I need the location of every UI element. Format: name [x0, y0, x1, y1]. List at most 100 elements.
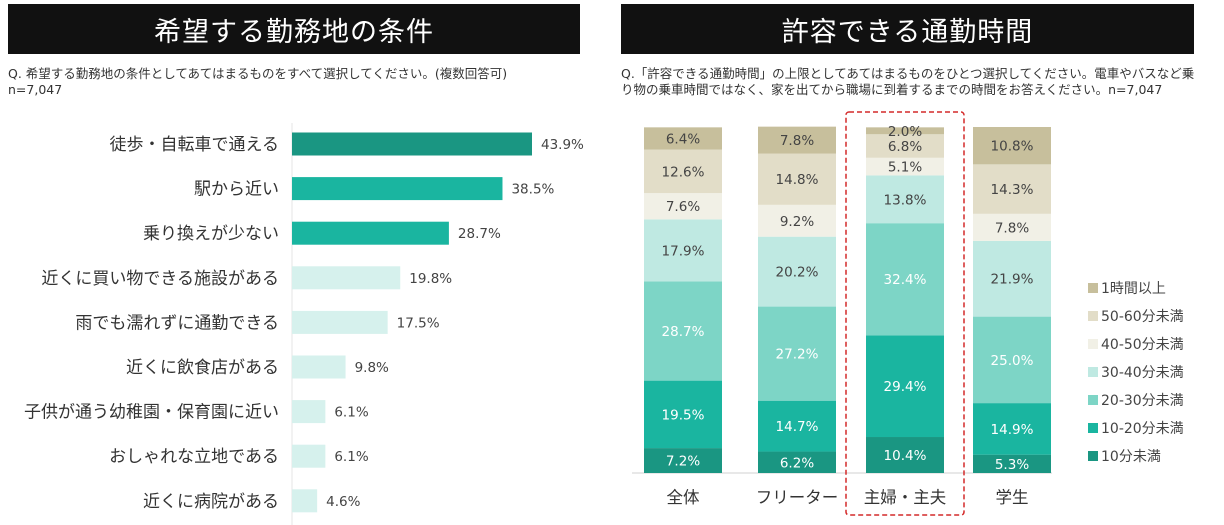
segment-label: 14.9% — [991, 422, 1034, 438]
category-label: 主婦・主夫 — [864, 488, 947, 507]
segment-label: 20.2% — [776, 265, 819, 281]
bar — [292, 400, 326, 424]
segment-label: 10.8% — [991, 139, 1034, 155]
legend-swatch — [1088, 395, 1098, 405]
legend-swatch — [1088, 451, 1098, 461]
value-label: 38.5% — [511, 182, 554, 198]
left-sample-size: n=7,047 — [8, 82, 63, 97]
left-question: Q. 希望する勤務地の条件としてあてはまるものをすべて選択してください。(複数回… — [8, 66, 508, 81]
legend-swatch — [1088, 423, 1098, 433]
bar — [292, 489, 318, 513]
stacked-segment — [973, 127, 1051, 165]
stacked-segment — [644, 281, 722, 381]
value-label: 17.5% — [397, 315, 440, 331]
stacked-segment — [644, 193, 722, 220]
value-label: 6.1% — [334, 449, 368, 465]
segment-label: 14.8% — [776, 172, 819, 188]
segment-label: 10.4% — [884, 448, 927, 464]
segment-label: 5.3% — [995, 457, 1029, 473]
stacked-segment — [973, 240, 1051, 317]
segment-label: 19.5% — [662, 407, 705, 423]
bar — [292, 444, 326, 468]
stacked-segment — [973, 164, 1051, 214]
stacked-segment — [758, 400, 836, 452]
stacked-segment — [866, 175, 944, 224]
stacked-segment — [644, 380, 722, 449]
stacked-segment — [866, 127, 944, 135]
stacked-segment — [866, 335, 944, 438]
right-question-line1: Q.「許容できる通勤時間」の上限としてあてはまるものをひとつ選択してください。電… — [621, 66, 1195, 81]
stacked-segment — [758, 153, 836, 205]
stacked-segment — [973, 454, 1051, 473]
category-label: 全体 — [667, 488, 701, 507]
segment-label: 29.4% — [884, 379, 927, 395]
right-question-line2: り物の乗車時間ではなく、家を出てから職場に到着するまでの時間をお答えください。n… — [621, 82, 1163, 97]
value-label: 43.9% — [541, 137, 584, 153]
segment-label: 7.8% — [995, 220, 1029, 236]
legend-label: 40-50分未満 — [1101, 337, 1184, 353]
segment-label: 28.7% — [662, 324, 705, 340]
stacked-segment — [758, 306, 836, 401]
left-chart-title: 希望する勤務地の条件 — [8, 4, 580, 54]
stacked-segment — [866, 437, 944, 473]
segment-label: 14.3% — [991, 182, 1034, 198]
highlight-box — [845, 111, 965, 516]
category-label: 近くに飲食店がある — [126, 358, 279, 378]
legend-label: 10-20分未満 — [1101, 421, 1184, 437]
segment-label: 13.8% — [884, 192, 927, 208]
stacked-segment — [644, 448, 722, 473]
legend-swatch — [1088, 283, 1098, 293]
bar — [292, 355, 346, 379]
segment-label: 7.6% — [666, 199, 700, 215]
stacked-segment — [973, 316, 1051, 404]
segment-label: 14.7% — [776, 419, 819, 435]
stacked-segment — [758, 126, 836, 154]
stacked-segment — [866, 134, 944, 158]
segment-label: 7.8% — [780, 133, 814, 149]
segment-label: 2.0% — [888, 124, 922, 140]
stacked-segment — [866, 157, 944, 176]
category-label: 近くに買い物できる施設がある — [41, 269, 279, 289]
category-label: おしゃれな立地である — [109, 447, 279, 467]
stacked-segment — [973, 403, 1051, 455]
value-label: 19.8% — [409, 271, 452, 287]
value-label: 4.6% — [326, 494, 360, 510]
category-label: 近くに病院がある — [143, 492, 279, 512]
stacked-segment — [644, 219, 722, 282]
segment-label: 5.1% — [888, 160, 922, 176]
stacked-segment — [758, 451, 836, 473]
stacked-segment — [758, 204, 836, 237]
category-label: フリーター — [756, 488, 839, 507]
stacked-segment — [973, 213, 1051, 241]
stacked-segment — [644, 149, 722, 194]
right-chart-title: 許容できる通勤時間 — [621, 4, 1194, 54]
stacked-segment — [758, 236, 836, 307]
stacked-segment — [866, 223, 944, 336]
segment-label: 6.4% — [666, 131, 700, 147]
segment-label: 32.4% — [884, 272, 927, 288]
category-label: 徒歩・自転車で通える — [110, 135, 280, 155]
segment-label: 17.9% — [662, 243, 705, 259]
value-label: 28.7% — [458, 226, 501, 242]
legend-swatch — [1088, 311, 1098, 321]
category-label: 学生 — [996, 488, 1029, 507]
segment-label: 12.6% — [662, 164, 705, 180]
segment-label: 25.0% — [991, 353, 1034, 369]
bar — [292, 266, 401, 290]
bar — [292, 177, 503, 201]
segment-label: 9.2% — [780, 214, 814, 230]
legend-label: 30-40分未満 — [1101, 365, 1184, 381]
segment-label: 21.9% — [991, 272, 1034, 288]
category-label: 雨でも濡れずに通勤できる — [75, 313, 279, 333]
bar — [292, 221, 449, 245]
legend-swatch — [1088, 367, 1098, 377]
stacked-segment — [644, 127, 722, 150]
segment-label: 7.2% — [666, 454, 700, 470]
segment-label: 6.8% — [888, 139, 922, 155]
bar — [292, 310, 388, 334]
category-label: 子供が通う幼稚園・保育園に近い — [24, 403, 279, 423]
legend-swatch — [1088, 339, 1098, 349]
segment-label: 6.2% — [780, 455, 814, 471]
legend-label: 10分未満 — [1101, 449, 1161, 465]
segment-label: 27.2% — [776, 347, 819, 363]
